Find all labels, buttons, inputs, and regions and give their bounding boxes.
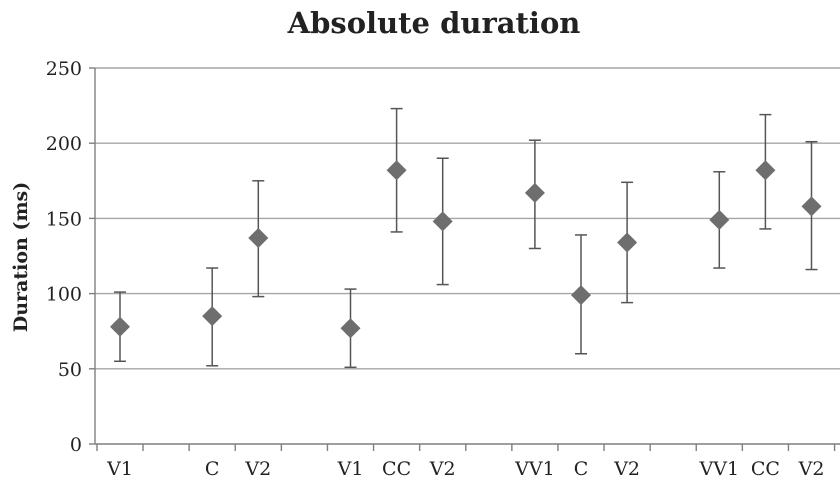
y-tick-label: 250 xyxy=(46,58,82,80)
x-tick-label: CC xyxy=(751,458,780,480)
axes xyxy=(89,67,840,451)
y-tick-label: 0 xyxy=(70,434,82,456)
y-tick-label: 50 xyxy=(58,359,82,381)
y-axis-label: Duration (ms) xyxy=(10,182,32,333)
data-points xyxy=(110,160,822,339)
chart-title: Absolute duration xyxy=(287,6,581,40)
x-tick-label: V2 xyxy=(244,458,271,480)
data-point-marker xyxy=(386,160,407,181)
data-point-marker xyxy=(110,316,130,337)
x-tick-label: V1 xyxy=(337,458,364,480)
x-tick-label: C xyxy=(574,458,589,480)
data-point-marker xyxy=(202,306,223,327)
grid-lines xyxy=(95,67,840,370)
data-point-marker xyxy=(801,196,822,217)
x-tick-label: V2 xyxy=(613,458,640,480)
x-tick-label: CC xyxy=(382,458,411,480)
data-point-marker xyxy=(432,211,453,232)
data-point-marker xyxy=(617,232,638,253)
error-bars xyxy=(114,107,818,369)
data-point-marker xyxy=(340,318,361,339)
x-tick-labels: V1 C V2 V1 CC V2 VV1 C V2 VV1 CC V2 xyxy=(106,458,824,480)
data-point-marker xyxy=(709,209,730,230)
y-tick-labels: 0 50 100 150 200 250 xyxy=(46,58,82,456)
data-point-marker xyxy=(524,182,545,203)
y-tick-label: 150 xyxy=(46,208,82,230)
x-tick-label: V2 xyxy=(429,458,456,480)
data-point-marker xyxy=(248,227,269,248)
x-tick-label: VV1 xyxy=(699,458,740,480)
x-tick-label: V2 xyxy=(798,458,825,480)
data-point-marker xyxy=(755,160,776,181)
x-tick-label: V1 xyxy=(106,458,133,480)
x-tick-label: VV1 xyxy=(514,458,555,480)
x-tick-label: C xyxy=(205,458,220,480)
y-tick-label: 200 xyxy=(46,133,82,155)
y-tick-label: 100 xyxy=(46,284,82,306)
data-point-marker xyxy=(571,285,591,306)
